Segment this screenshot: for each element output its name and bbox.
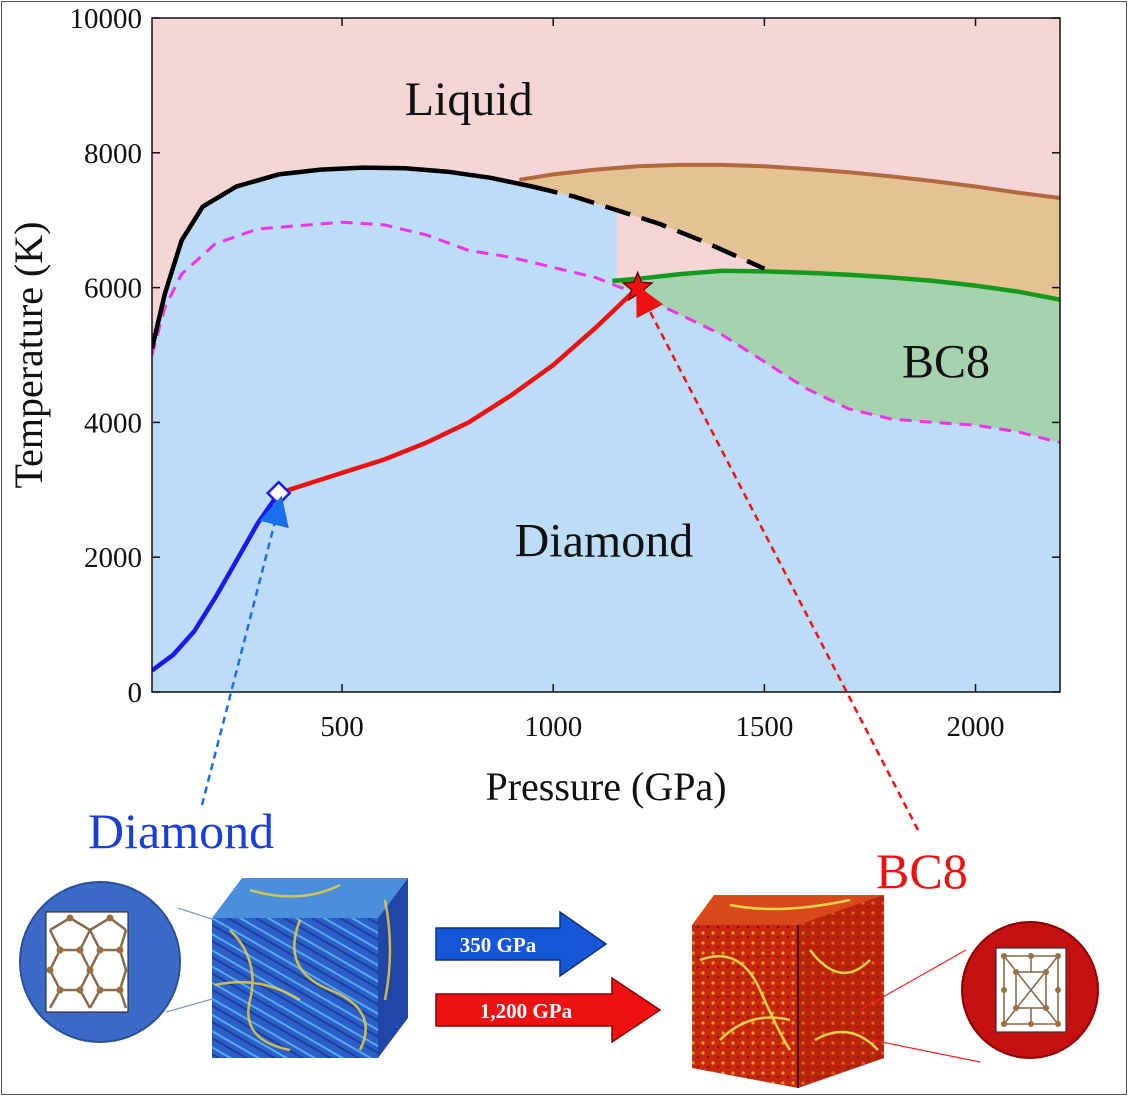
tan-region — [519, 164, 1060, 300]
axis-ticks: 500 1000 1500 2000 0 2000 4000 6000 8000 10000 — [70, 3, 1060, 743]
brown-line — [519, 162, 1060, 200]
green-boundary-line — [612, 268, 1060, 302]
red-pressure-arrow: 1,200 GPa — [435, 976, 662, 1044]
diamond-callout-arrow — [200, 495, 289, 806]
y-tick-label: 0 — [128, 677, 143, 709]
x-tick-label: 500 — [320, 711, 364, 743]
region-label-liquid: Liquid — [405, 73, 533, 126]
blue-compression-path — [152, 491, 281, 673]
region-label-bc8: BC8 — [902, 336, 990, 389]
x-tick-label: 1500 — [735, 711, 793, 743]
red-compression-path — [278, 285, 640, 496]
region-label-diamond: Diamond — [515, 514, 694, 567]
y-tick-label: 4000 — [84, 407, 142, 439]
y-tick-label: 8000 — [84, 138, 142, 170]
bc8-callout-arrow — [636, 284, 920, 831]
diamond-structure-inset — [19, 881, 301, 1043]
pink-dashed-line — [152, 220, 1060, 445]
x-tick-label: 2000 — [947, 711, 1005, 743]
bc8-caption: BC8 — [876, 843, 968, 899]
y-tick-label: 10000 — [70, 3, 143, 35]
plot-frame — [151, 17, 1061, 693]
x-axis-title: Pressure (GPa) — [485, 764, 726, 809]
melting-line-solid — [152, 165, 533, 349]
melting-line-dashed — [531, 184, 766, 271]
bc8-grain-cube — [692, 895, 884, 1088]
phase-curves — [152, 162, 1060, 673]
phase-regions — [152, 18, 1060, 692]
diamond-region — [152, 167, 1060, 692]
y-axis-title: Temperature (K) — [6, 221, 51, 488]
bc8-structure-inset — [859, 921, 1099, 1063]
blue-pressure-arrow: 350 GPa — [435, 910, 608, 978]
x-tick-label: 1000 — [524, 711, 582, 743]
diamond-caption: Diamond — [88, 803, 274, 859]
bc8-region — [612, 270, 1060, 443]
diamond-grain-cube — [212, 878, 408, 1058]
red-arrow-label: 1,200 GPa — [480, 999, 573, 1023]
blue-arrow-label: 350 GPa — [460, 933, 537, 957]
y-tick-label: 2000 — [84, 542, 142, 574]
y-tick-label: 6000 — [84, 273, 142, 305]
